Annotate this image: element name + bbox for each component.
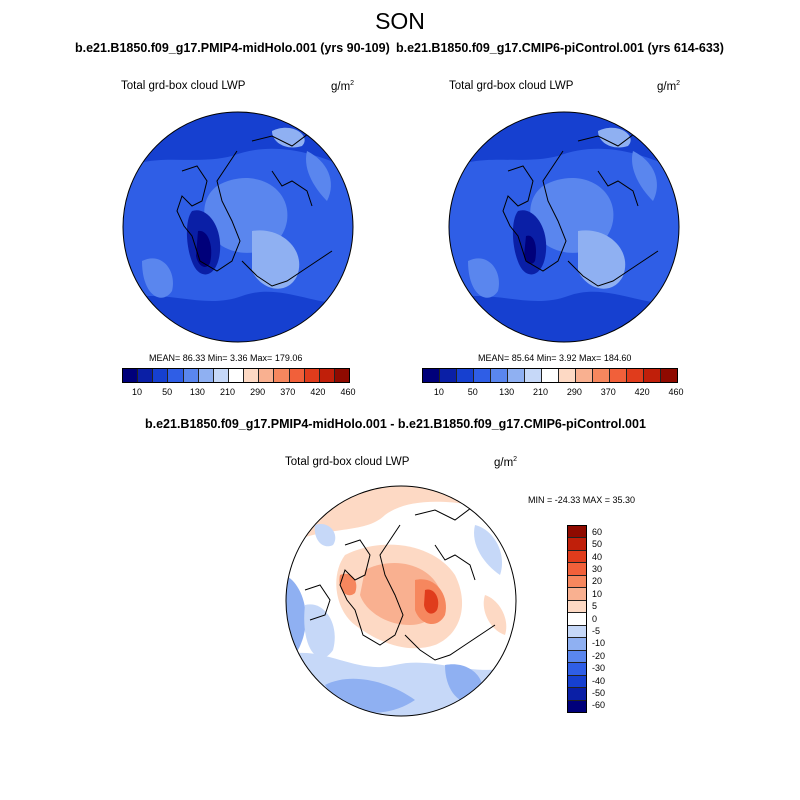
colorbar-swatch [568,662,586,675]
colorbar-swatch [609,369,626,382]
colorbar-swatch [568,624,586,638]
colorbar-tick-label: 40 [592,551,603,562]
colorbar-tick-label: 0 [592,613,598,624]
colorbar-swatch [212,369,228,382]
colorbar-tick-label: 20 [592,576,603,587]
colorbar-swatch [258,369,274,382]
diff-units-label: g/m2 [494,456,518,469]
colorbar-swatch [197,369,213,382]
right-polar-map [448,111,680,343]
right-colorbar [422,368,678,383]
colorbar-tick-label: 370 [280,387,296,397]
colorbar-swatch [568,699,586,713]
colorbar-tick-label: 420 [310,387,326,397]
colorbar-tick-label: 30 [592,564,603,575]
colorbar-tick-label: 10 [433,387,444,397]
colorbar-swatch [568,549,586,563]
left-colorbar [122,368,350,383]
colorbar-swatch [456,369,473,382]
colorbar-tick-label: 130 [499,387,515,397]
colorbar-tick-label: 210 [219,387,235,397]
colorbar-tick-label: 460 [340,387,356,397]
colorbar-swatch [568,649,586,663]
diff-colorbar-labels: 60 50 40 30 20 10 5 0 -5 -10 -20 -30 -40 -50 -60 [592,0,632,800]
colorbar-swatch [227,369,244,382]
colorbar-swatch [575,369,592,382]
colorbar-tick-label: 460 [668,387,684,397]
colorbar-tick-label: -30 [592,663,606,674]
colorbar-tick-label: 10 [132,387,143,397]
colorbar-swatch [243,369,259,382]
colorbar-tick-label: -20 [592,650,606,661]
colorbar-swatch [568,526,586,538]
colorbar-swatch [318,369,334,382]
colorbar-swatch [288,369,304,382]
colorbar-swatch [568,599,586,613]
case-b-title: b.e21.B1850.f09_g17.CMIP6-piControl.001 … [396,41,724,55]
colorbar-swatch [524,369,541,382]
colorbar-swatch [568,574,586,588]
right-variable-label: Total grd-box cloud LWP [449,80,574,92]
colorbar-swatch [592,369,609,382]
left-units-label: g/m2 [331,80,355,93]
left-stats-label: MEAN= 86.33 Min= 3.36 Max= 179.06 [149,353,303,363]
diff-variable-label: Total grd-box cloud LWP [285,456,410,468]
difference-polar-map [285,485,517,717]
colorbar-swatch [473,369,490,382]
left-colorbar-labels: 10 50 130 210 290 370 420 460 [0,387,800,399]
colorbar-tick-label: -10 [592,638,606,649]
right-stats-label: MEAN= 85.64 Min= 3.92 Max= 184.60 [478,353,632,363]
colorbar-swatch [490,369,507,382]
colorbar-tick-label: -50 [592,688,606,699]
left-variable-label: Total grd-box cloud LWP [121,80,246,92]
colorbar-swatch [123,369,138,382]
colorbar-tick-label: 290 [250,387,266,397]
colorbar-swatch [568,537,586,550]
colorbar-tick-label: 50 [162,387,173,397]
difference-title: b.e21.B1850.f09_g17.PMIP4-midHolo.001 - … [145,417,646,431]
colorbar-tick-label: -5 [592,626,601,637]
colorbar-tick-label: 130 [189,387,205,397]
colorbar-swatch [182,369,198,382]
colorbar-tick-label: 50 [467,387,478,397]
diff-minmax-label: MIN = -24.33 MAX = 35.30 [528,495,636,505]
right-colorbar-labels: 10 50 130 210 290 370 420 460 [0,387,800,399]
colorbar-tick-label: 5 [592,601,598,612]
colorbar-tick-label: -40 [592,675,606,686]
colorbar-tick-label: -60 [592,700,606,711]
colorbar-swatch [167,369,183,382]
season-title: SON [375,8,425,34]
colorbar-swatch [273,369,289,382]
colorbar-swatch [626,369,643,382]
colorbar-swatch [541,369,558,382]
colorbar-swatch [558,369,575,382]
colorbar-tick-label: 50 [592,539,603,550]
colorbar-tick-label: 290 [566,387,582,397]
colorbar-swatch [568,674,586,688]
colorbar-swatch [568,687,586,700]
colorbar-swatch [303,369,319,382]
colorbar-swatch [568,587,586,600]
colorbar-swatch [507,369,524,382]
colorbar-tick-label: 210 [533,387,549,397]
case-a-title: b.e21.B1850.f09_g17.PMIP4-midHolo.001 (y… [75,41,390,55]
colorbar-tick-label: 10 [592,588,603,599]
colorbar-swatch [643,369,660,382]
colorbar-tick-label: 370 [600,387,616,397]
diff-colorbar [567,525,587,713]
colorbar-swatch [660,369,677,382]
colorbar-swatch [568,612,586,625]
colorbar-tick-label: 60 [592,526,603,537]
right-units-label: g/m2 [657,80,681,93]
colorbar-swatch [568,562,586,575]
left-polar-map [122,111,354,343]
colorbar-swatch [137,369,153,382]
colorbar-swatch [568,637,586,650]
colorbar-tick-label: 420 [634,387,650,397]
colorbar-swatch [333,369,350,382]
colorbar-swatch [152,369,168,382]
colorbar-swatch [423,369,439,382]
colorbar-swatch [439,369,456,382]
